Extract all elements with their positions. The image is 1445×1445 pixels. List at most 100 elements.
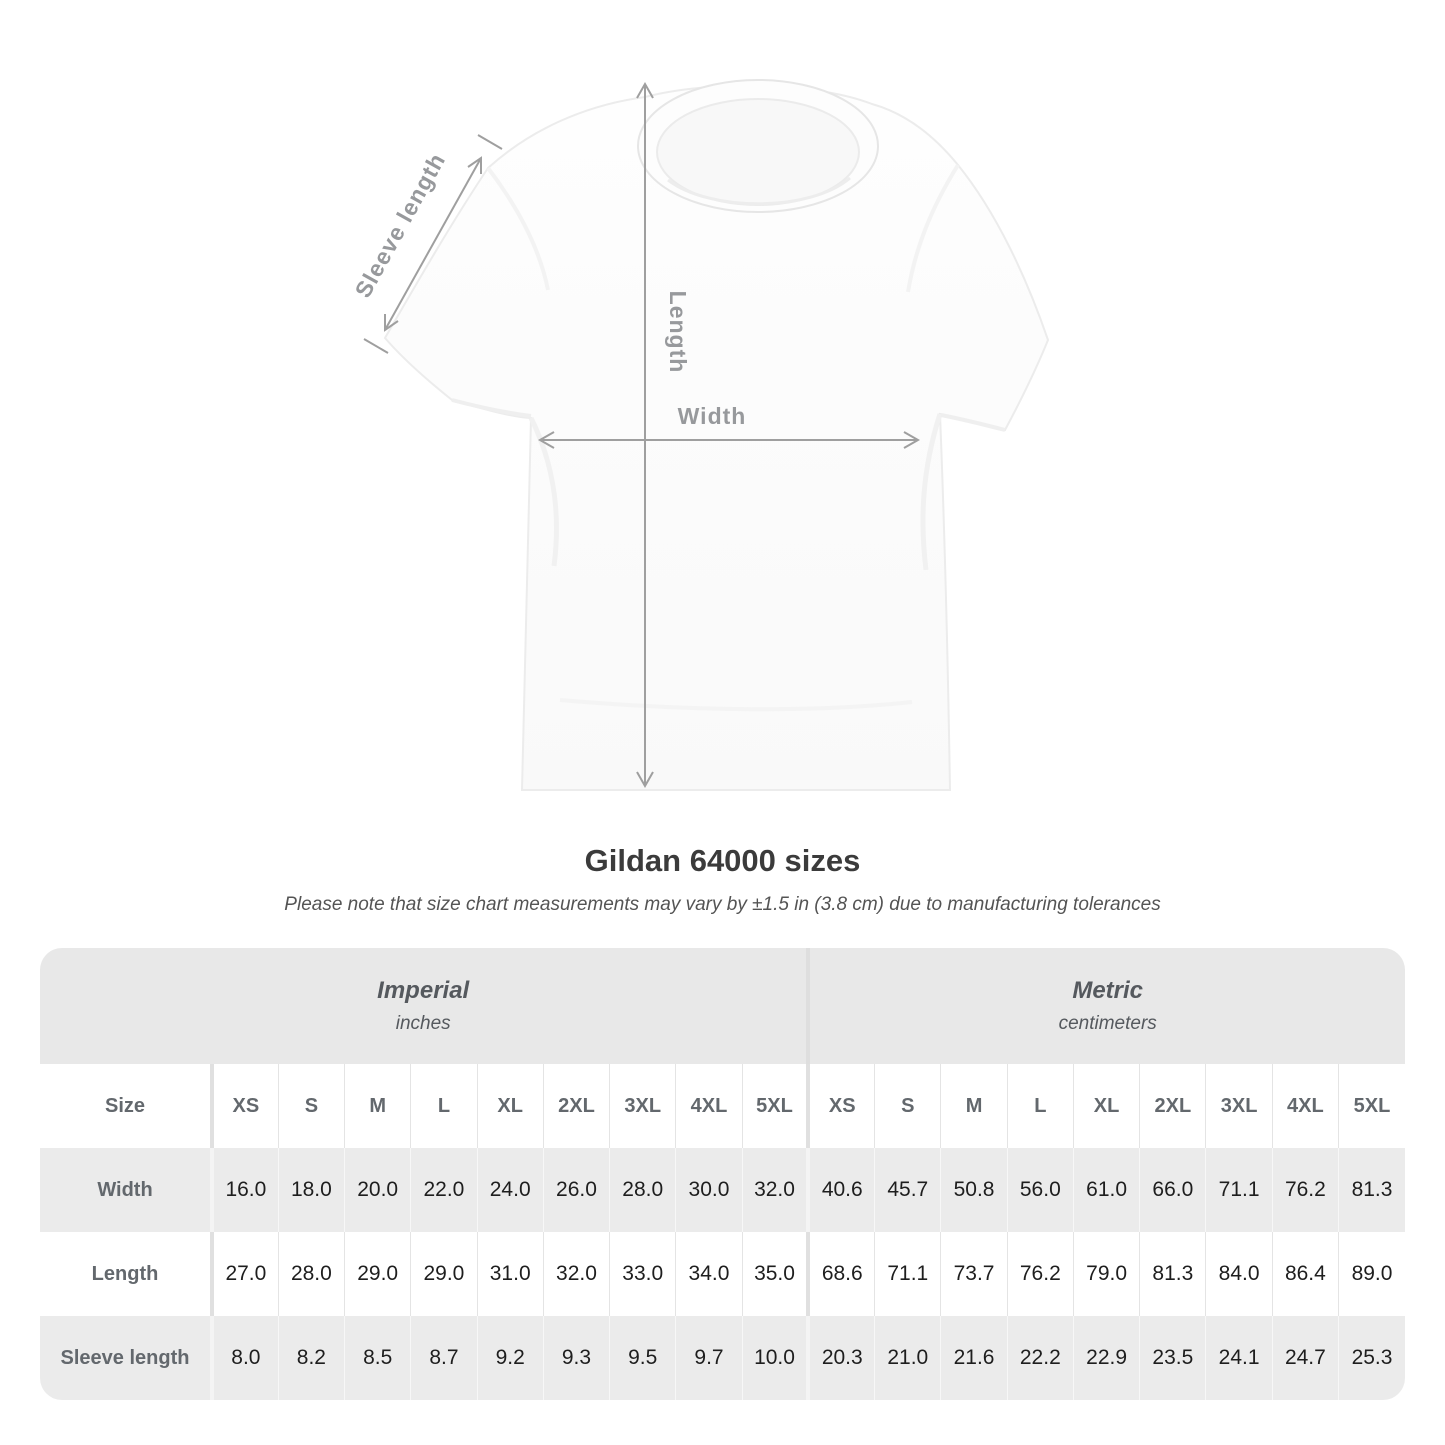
size-column-header: 5XL <box>1338 1064 1405 1148</box>
table-cell: 9.2 <box>476 1316 544 1400</box>
table-cell: 24.1 <box>1205 1316 1273 1400</box>
size-column-header: L <box>1006 1064 1074 1148</box>
table-cell: 33.0 <box>609 1232 676 1316</box>
table-cell: 9.5 <box>609 1316 676 1400</box>
imperial-unit: inches <box>395 1013 451 1034</box>
table-cell: 8.2 <box>277 1316 345 1400</box>
size-column-header: XL <box>1072 1064 1140 1148</box>
table-cell: 89.0 <box>1338 1232 1405 1316</box>
table-cell: 22.9 <box>1072 1316 1140 1400</box>
table-cell: 35.0 <box>741 1232 809 1316</box>
table-cell: 26.0 <box>542 1148 610 1232</box>
metric-unit: centimeters <box>1058 1013 1157 1034</box>
table-cell: 29.0 <box>410 1232 478 1316</box>
table-cell: 8.0 <box>209 1316 279 1400</box>
table-cell: 30.0 <box>675 1148 743 1232</box>
table-cell: 50.8 <box>940 1148 1008 1232</box>
collar-inner <box>656 98 860 206</box>
table-cell: 71.1 <box>1205 1148 1273 1232</box>
size-column-header: L <box>410 1064 478 1148</box>
size-column-header: M <box>344 1064 411 1148</box>
table-cell: 79.0 <box>1072 1232 1140 1316</box>
length-arrow <box>636 81 654 789</box>
size-column-header: 4XL <box>1271 1064 1339 1148</box>
table-cell: 32.0 <box>741 1148 809 1232</box>
table-cell: 24.7 <box>1271 1316 1339 1400</box>
table-cell: 25.3 <box>1338 1316 1405 1400</box>
size-table-grid: Imperial inches Metric centimeters Size … <box>40 948 1405 1400</box>
table-cell: 34.0 <box>675 1232 743 1316</box>
size-column-header: XS <box>209 1064 279 1148</box>
size-column-header: M <box>940 1064 1008 1148</box>
table-cell: 76.2 <box>1271 1148 1339 1232</box>
table-cell: 27.0 <box>209 1232 279 1316</box>
imperial-group-header: Imperial inches <box>40 948 809 1064</box>
table-cell: 9.7 <box>675 1316 743 1400</box>
metric-label: Metric <box>1072 977 1144 1004</box>
metric-group-header: Metric centimeters <box>806 948 1405 1064</box>
width-arrow <box>537 431 921 449</box>
table-cell: 84.0 <box>1205 1232 1273 1316</box>
table-cell: 73.7 <box>940 1232 1008 1316</box>
page-title: Gildan 64000 sizes <box>584 843 861 878</box>
size-column-header: S <box>874 1064 941 1148</box>
row-label: Length <box>40 1232 212 1316</box>
size-column-header: 2XL <box>542 1064 610 1148</box>
table-cell: 31.0 <box>476 1232 544 1316</box>
table-cell: 81.3 <box>1338 1148 1405 1232</box>
table-cell: 21.6 <box>940 1316 1008 1400</box>
table-cell: 28.0 <box>277 1232 345 1316</box>
table-row: Length 27.0 28.0 29.0 29.0 31.0 32.0 33.0 34.0 35… <box>40 1232 1405 1316</box>
table-cell: 86.4 <box>1271 1232 1339 1316</box>
imperial-label: Imperial <box>377 977 470 1004</box>
size-header-row: Size XS S M L XL 2XL 3XL 4XL 5XL XS S M L XL 2XL 3XL 4XL… <box>40 1064 1405 1148</box>
table-cell: 9.3 <box>542 1316 610 1400</box>
table-cell: 76.2 <box>1006 1232 1074 1316</box>
table-row: Sleeve length 8.0 8.2 8.5 8.7 9.2 9.3 9.5 9.7 10.… <box>40 1316 1405 1400</box>
size-column-header: 3XL <box>1205 1064 1273 1148</box>
row-label: Sleeve length <box>40 1316 212 1400</box>
tshirt-image: Length Width Sleeve length <box>350 79 1050 791</box>
table-cell: 8.5 <box>344 1316 411 1400</box>
table-cell: 81.3 <box>1139 1232 1206 1316</box>
width-label: Width <box>678 403 747 429</box>
size-column-header: 5XL <box>741 1064 809 1148</box>
size-table: Imperial inches Metric centimeters Size … <box>40 948 1405 1400</box>
table-cell: 20.3 <box>806 1316 875 1400</box>
table-cell: 21.0 <box>874 1316 941 1400</box>
unit-group-header-row: Imperial inches Metric centimeters <box>40 948 1405 1064</box>
table-cell: 23.5 <box>1139 1316 1206 1400</box>
row-label: Width <box>40 1148 212 1232</box>
table-cell: 8.7 <box>410 1316 478 1400</box>
table-cell: 29.0 <box>344 1232 411 1316</box>
table-cell: 68.6 <box>806 1232 875 1316</box>
tshirt-measurement-diagram: Length Width Sleeve length <box>350 79 1050 791</box>
size-header-cell: Size <box>40 1064 212 1148</box>
table-cell: 32.0 <box>542 1232 610 1316</box>
table-cell: 40.6 <box>806 1148 875 1232</box>
table-cell: 22.2 <box>1006 1316 1074 1400</box>
table-cell: 66.0 <box>1139 1148 1206 1232</box>
table-cell: 24.0 <box>476 1148 544 1232</box>
tshirt-silhouette <box>383 84 1050 791</box>
table-cell: 28.0 <box>609 1148 676 1232</box>
table-cell: 45.7 <box>874 1148 941 1232</box>
sleeve-length-arrow <box>363 134 503 354</box>
table-row: Width 16.0 18.0 20.0 22.0 24.0 26.0 28.0 30.0 32.… <box>40 1148 1405 1232</box>
table-cell: 16.0 <box>209 1148 279 1232</box>
table-cell: 61.0 <box>1072 1148 1140 1232</box>
size-column-header: S <box>277 1064 345 1148</box>
size-column-header: XS <box>806 1064 875 1148</box>
size-column-header: XL <box>476 1064 544 1148</box>
table-cell: 56.0 <box>1006 1148 1074 1232</box>
table-cell: 10.0 <box>741 1316 809 1400</box>
size-column-header: 4XL <box>675 1064 743 1148</box>
table-cell: 71.1 <box>874 1232 941 1316</box>
tolerance-note: Please note that size chart measurements… <box>284 894 1161 915</box>
table-cell: 18.0 <box>277 1148 345 1232</box>
size-column-header: 3XL <box>609 1064 676 1148</box>
length-label: Length <box>665 291 691 374</box>
table-cell: 20.0 <box>344 1148 411 1232</box>
table-cell: 22.0 <box>410 1148 478 1232</box>
